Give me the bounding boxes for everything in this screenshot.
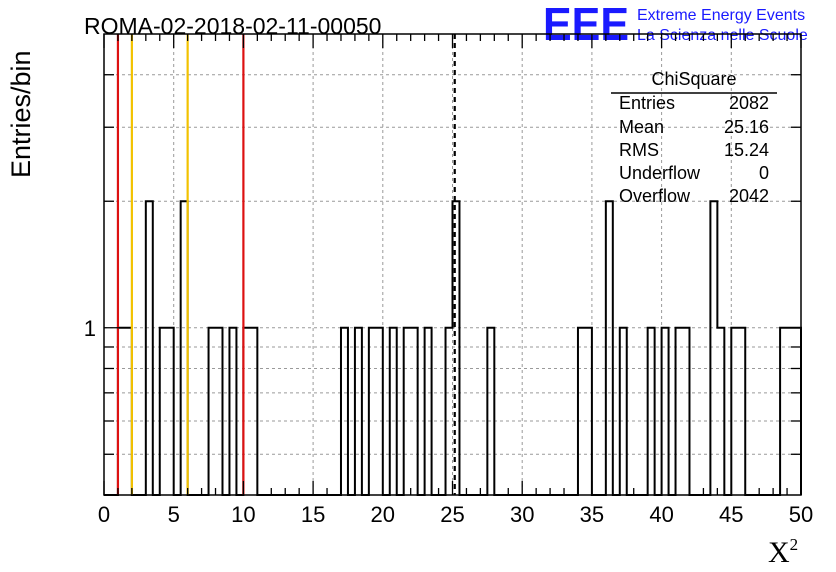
histogram-bin — [376, 328, 383, 495]
histogram-bin — [446, 328, 453, 495]
histogram-bin — [146, 201, 153, 495]
x-tick-label: 40 — [649, 502, 673, 527]
histogram-bin — [404, 328, 411, 495]
logo-mark: EEE — [543, 0, 629, 50]
histogram-bin — [683, 328, 690, 495]
histogram-bin — [487, 328, 494, 495]
histogram-bin — [787, 328, 794, 495]
histogram-bin — [620, 328, 627, 495]
x-tick-label: 25 — [440, 502, 464, 527]
histogram-bin — [355, 328, 362, 495]
x-tick-label: 35 — [580, 502, 604, 527]
histogram-bin — [250, 328, 257, 495]
x-axis-label-exponent: 2 — [790, 535, 799, 554]
histogram-bin — [780, 328, 787, 495]
stats-underflow-label: Underflow — [619, 163, 701, 183]
x-tick-label: 0 — [98, 502, 110, 527]
histogram-bin — [425, 328, 432, 495]
histogram-bin — [369, 328, 376, 495]
reference-lines — [116, 34, 456, 495]
x-tick-label: 50 — [789, 502, 813, 527]
eee-logo: EEE Extreme Energy Events La Scienza nel… — [543, 0, 808, 50]
histogram-bin — [216, 328, 223, 495]
histogram-bin — [731, 328, 738, 495]
stats-rms-label: RMS — [619, 140, 659, 160]
logo-line1: Extreme Energy Events — [637, 7, 805, 24]
stats-title: ChiSquare — [651, 69, 736, 89]
x-axis-label-base: X — [768, 536, 790, 569]
histogram-bin — [160, 328, 167, 495]
stats-overflow-label: Overflow — [619, 186, 691, 206]
histogram-bin — [209, 328, 216, 495]
y-tick-label: 1 — [84, 316, 96, 341]
histogram-bin — [738, 328, 745, 495]
histogram-bin — [453, 201, 460, 495]
y-axis-label: Entries/bin — [6, 50, 36, 178]
logo-line2: La Scienza nelle Scuole — [637, 27, 808, 44]
histogram-bin — [710, 201, 717, 495]
x-tick-label: 15 — [301, 502, 325, 527]
x-tick-label: 30 — [510, 502, 534, 527]
histogram-bin — [662, 328, 669, 495]
stats-underflow-value: 0 — [759, 163, 769, 183]
histogram-bin — [606, 201, 613, 495]
histogram-bin — [676, 328, 683, 495]
stats-overflow-value: 2042 — [729, 186, 769, 206]
histogram-bin — [648, 328, 655, 495]
histogram-bin — [390, 328, 397, 495]
histogram-bin — [167, 328, 174, 495]
chart-title: ROMA-02-2018-02-11-00050 — [84, 13, 381, 39]
x-tick-label: 5 — [168, 502, 180, 527]
histogram-bin — [585, 328, 592, 495]
histogram-bin — [341, 328, 348, 495]
stats-box: ChiSquare Entries 2082 Mean 25.16 RMS 15… — [611, 69, 777, 206]
x-tick-label: 20 — [371, 502, 395, 527]
stats-entries-value: 2082 — [729, 93, 769, 113]
histogram-bin — [411, 328, 418, 495]
histogram-bin — [794, 328, 801, 495]
histogram-bin — [229, 328, 236, 495]
stats-mean-label: Mean — [619, 117, 664, 137]
x-axis-label: X2 — [768, 535, 798, 569]
stats-entries-label: Entries — [619, 93, 675, 113]
x-tick-label: 45 — [719, 502, 743, 527]
axes: 0 5 10 15 20 25 30 35 40 45 50 1 — [84, 33, 813, 527]
x-tick-label: 10 — [231, 502, 255, 527]
histogram-bin — [717, 328, 724, 495]
histogram-bin — [578, 328, 585, 495]
stats-mean-value: 25.16 — [724, 117, 769, 137]
stats-rms-value: 15.24 — [724, 140, 769, 160]
